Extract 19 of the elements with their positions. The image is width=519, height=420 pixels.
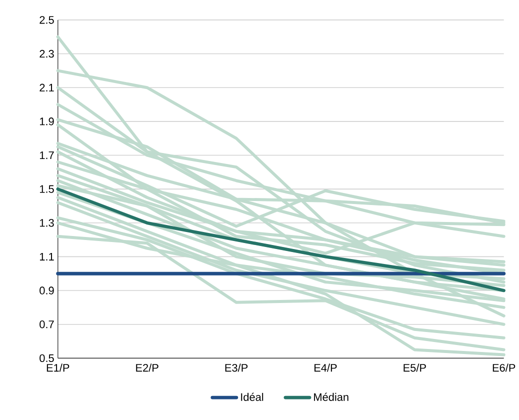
y-tick-label: 1.3: [40, 219, 54, 227]
legend-label: Médian: [314, 392, 348, 401]
y-tick-label: 0.9: [40, 286, 54, 294]
y-tick-label: 2.3: [40, 50, 54, 58]
y-tick-label: 0.7: [40, 320, 54, 328]
x-tick-label: E4/P: [314, 364, 337, 372]
x-tick-label: E1/P: [46, 364, 70, 372]
y-tick-label: 2.5: [40, 16, 54, 24]
x-tick-label: E5/P: [404, 364, 426, 372]
x-tick-label: E2/P: [136, 364, 158, 372]
y-tick-label: 1.7: [40, 151, 54, 159]
x-tick-label: E6/P: [492, 364, 516, 372]
y-tick-label: 1.9: [40, 118, 54, 126]
y-tick-label: 2.1: [40, 84, 54, 92]
y-tick-label: 1.1: [40, 252, 54, 260]
x-tick-label: E3/P: [225, 364, 248, 372]
legend-label: Idéal: [241, 392, 264, 401]
y-tick-label: 0.5: [40, 354, 54, 362]
y-tick-label: 1.5: [40, 185, 54, 193]
